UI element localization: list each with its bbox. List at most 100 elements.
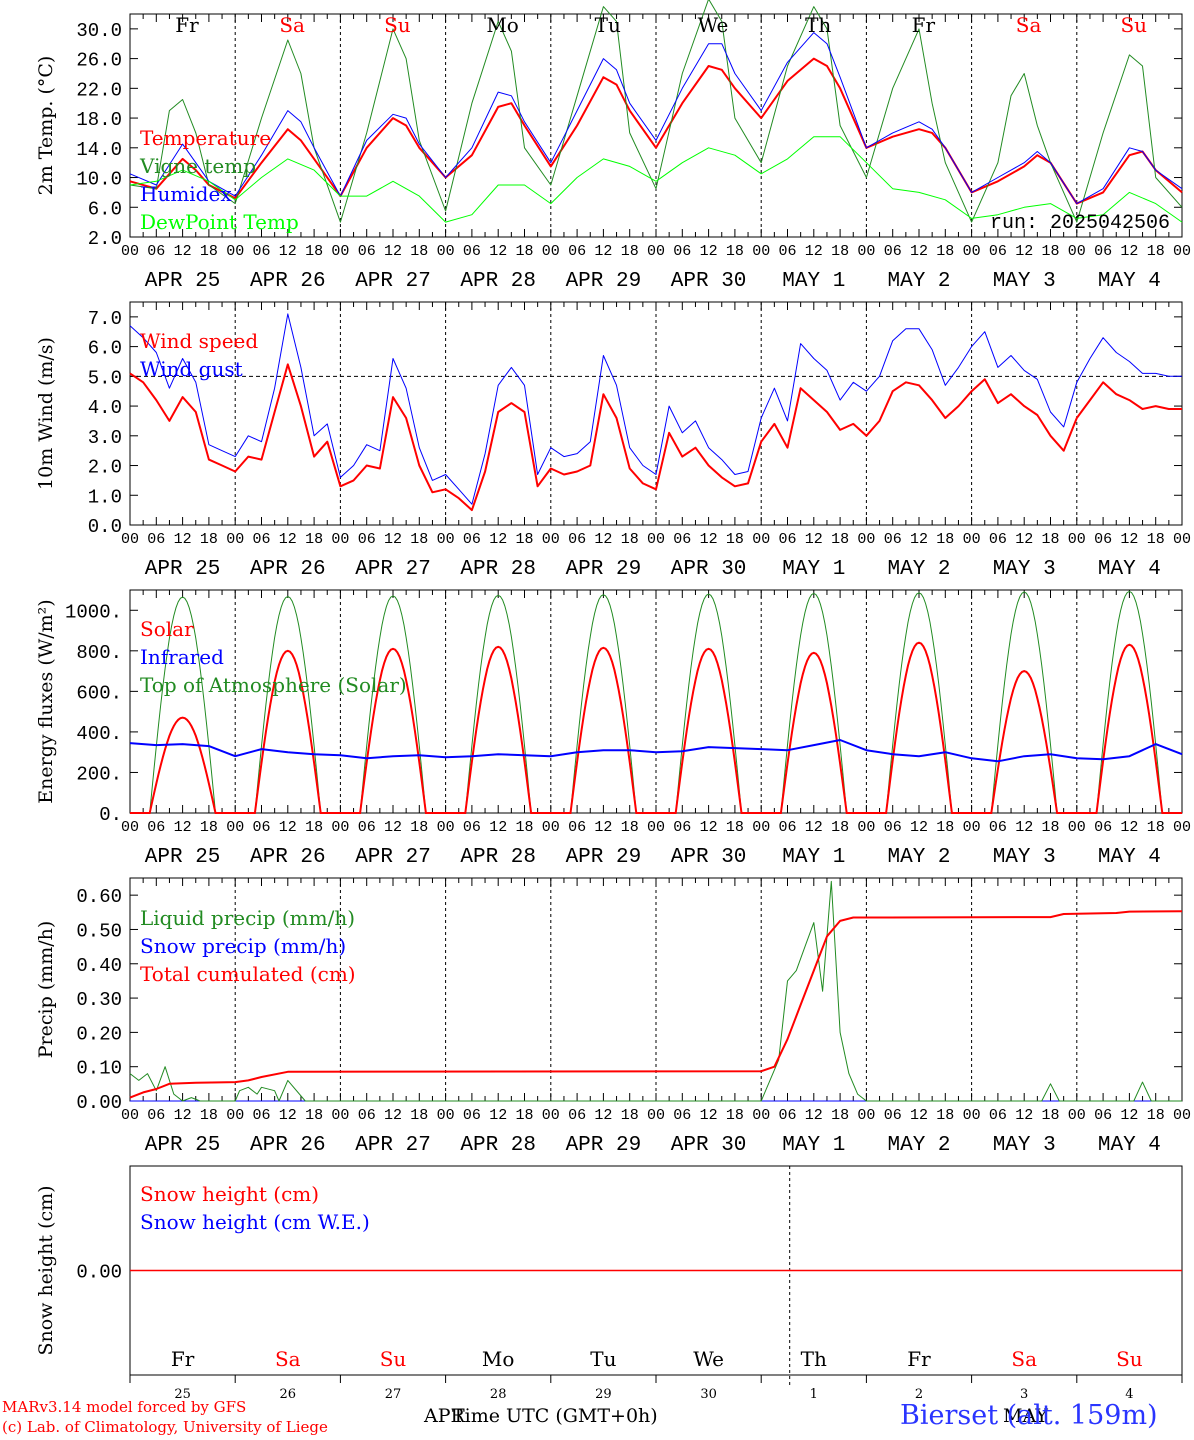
- hour-tick-label: 00: [1173, 1107, 1191, 1124]
- day-abbr-label: Sa: [279, 13, 305, 37]
- hour-tick-label: 12: [174, 1107, 192, 1124]
- hour-tick-label: 12: [1015, 819, 1033, 836]
- date-label: MAY 1: [782, 270, 845, 293]
- hour-tick-label: 12: [700, 531, 718, 548]
- hour-tick-label: 00: [1173, 531, 1191, 548]
- hour-tick-label: 18: [515, 243, 533, 260]
- day-abbr-label: Fr: [912, 13, 936, 37]
- hour-tick-label: 00: [331, 819, 349, 836]
- hour-tick-label: 06: [1094, 1107, 1112, 1124]
- hour-tick-label: 00: [647, 243, 665, 260]
- hour-tick-label: 00: [752, 531, 770, 548]
- hour-tick-label: 06: [884, 243, 902, 260]
- hour-tick-label: 12: [805, 243, 823, 260]
- y-tick-label: 26.0: [76, 50, 122, 72]
- hour-tick-label: 12: [384, 819, 402, 836]
- legend-item: Temperature: [140, 126, 271, 150]
- hour-tick-label: 12: [594, 1107, 612, 1124]
- series-line-humidex: [129, 32, 1183, 205]
- day-number-label: 26: [280, 1387, 297, 1402]
- hour-tick-label: 06: [884, 819, 902, 836]
- day-abbr-label: Th: [801, 1347, 827, 1371]
- series-line-vigne-temp: [129, 0, 1183, 223]
- hour-tick-label: 18: [726, 1107, 744, 1124]
- y-tick-label: 2.0: [88, 228, 122, 250]
- hour-tick-label: 18: [200, 531, 218, 548]
- hour-tick-label: 00: [542, 1107, 560, 1124]
- day-number-label: 30: [700, 1387, 717, 1402]
- date-label: MAY 2: [887, 558, 950, 581]
- hour-tick-label: 12: [594, 819, 612, 836]
- day-abbr-label: Sa: [1011, 1347, 1037, 1371]
- hour-tick-label: 00: [963, 1107, 981, 1124]
- date-label: APR 28: [460, 558, 536, 581]
- hour-tick-label: 06: [989, 819, 1007, 836]
- date-label: APR 26: [250, 846, 326, 869]
- hour-tick-label: 00: [857, 243, 875, 260]
- hour-tick-label: 12: [594, 531, 612, 548]
- hour-tick-label: 18: [410, 1107, 428, 1124]
- hour-tick-label: 06: [568, 243, 586, 260]
- hour-tick-label: 00: [647, 531, 665, 548]
- hour-tick-label: 00: [542, 531, 560, 548]
- day-abbr-label: Tu: [595, 13, 621, 37]
- hour-tick-label: 18: [515, 819, 533, 836]
- legend-item: Total cumulated (cm): [140, 962, 356, 986]
- hour-tick-label: 18: [1041, 819, 1059, 836]
- hour-tick-label: 06: [1094, 819, 1112, 836]
- legend-item: Liquid precip (mm/h): [140, 906, 355, 930]
- y-tick-label: 0.0: [88, 516, 122, 538]
- hour-tick-label: 12: [910, 243, 928, 260]
- footer-credit-line: (c) Lab. of Climatology, University of L…: [2, 1418, 328, 1436]
- date-label: MAY 1: [782, 846, 845, 869]
- hour-tick-label: 12: [1015, 531, 1033, 548]
- day-abbr-label: Mo: [482, 1347, 515, 1371]
- hour-tick-label: 18: [410, 531, 428, 548]
- day-number-label: 28: [490, 1387, 507, 1402]
- hour-tick-label: 06: [778, 819, 796, 836]
- hour-tick-label: 06: [358, 531, 376, 548]
- hour-tick-label: 18: [621, 531, 639, 548]
- date-label: APR 25: [145, 1134, 221, 1157]
- hour-tick-label: 18: [831, 243, 849, 260]
- hour-tick-label: 18: [200, 1107, 218, 1124]
- hour-tick-label: 00: [752, 819, 770, 836]
- hour-tick-label: 00: [226, 531, 244, 548]
- hour-tick-label: 00: [857, 1107, 875, 1124]
- hour-tick-label: 06: [252, 531, 270, 548]
- hour-tick-label: 00: [331, 243, 349, 260]
- series-line-temperature: [129, 57, 1183, 205]
- hour-tick-label: 00: [437, 243, 455, 260]
- hour-tick-label: 06: [463, 819, 481, 836]
- hour-tick-label: 06: [463, 243, 481, 260]
- date-label: APR 28: [460, 1134, 536, 1157]
- date-label: MAY 2: [887, 1134, 950, 1157]
- legend-item: Snow height (cm W.E.): [140, 1210, 370, 1234]
- date-label: MAY 3: [993, 270, 1056, 293]
- hour-tick-label: 18: [621, 1107, 639, 1124]
- y-tick-label: 14.0: [76, 139, 122, 161]
- date-label: APR 25: [145, 846, 221, 869]
- hour-tick-label: 06: [673, 1107, 691, 1124]
- y-tick-label: 0.10: [76, 1058, 122, 1080]
- hour-tick-label: 12: [910, 819, 928, 836]
- date-label: APR 30: [671, 558, 747, 581]
- hour-tick-label: 18: [1147, 1107, 1165, 1124]
- panel-frame: [129, 301, 1183, 526]
- hour-tick-label: 00: [226, 819, 244, 836]
- hour-tick-label: 06: [463, 531, 481, 548]
- y-tick-label: 0.40: [76, 955, 122, 977]
- hour-tick-label: 00: [226, 1107, 244, 1124]
- date-label: APR 30: [671, 846, 747, 869]
- day-abbr-label: Sa: [275, 1347, 301, 1371]
- legend-item: DewPoint Temp: [140, 210, 299, 234]
- hour-tick-label: 12: [1120, 531, 1138, 548]
- y-tick-label: 5.0: [88, 367, 122, 389]
- day-number-label: 1: [810, 1387, 818, 1402]
- y-tick-label: 6.0: [88, 198, 122, 220]
- y-axis-label: Precip (mm/h): [35, 921, 57, 1059]
- day-number-label: 4: [1125, 1387, 1133, 1402]
- legend-item: Wind speed: [140, 329, 258, 353]
- hour-tick-label: 18: [305, 243, 323, 260]
- y-tick-label: 0.00: [76, 1092, 122, 1114]
